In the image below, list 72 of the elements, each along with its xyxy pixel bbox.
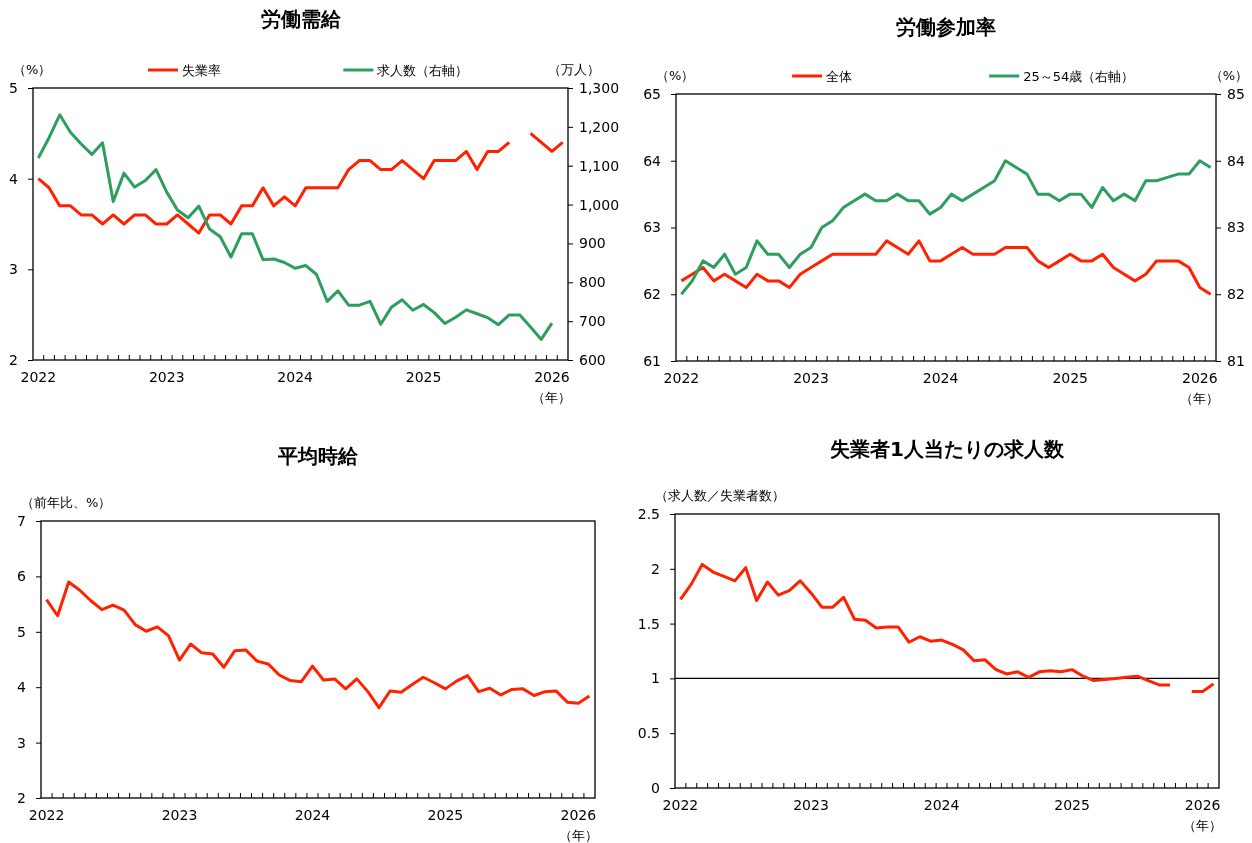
- x-tick-label: 2024: [923, 797, 960, 813]
- legend-label: 全体: [826, 69, 853, 84]
- y-tick-label: 64: [643, 152, 662, 169]
- x-axis-title: （年）: [1183, 818, 1223, 833]
- x-axis-title: （年）: [558, 828, 598, 843]
- x-tick-label: 2025: [1052, 370, 1089, 386]
- y-tick-label: 5: [9, 79, 18, 96]
- y2-tick-label: 600: [579, 351, 606, 368]
- y2-tick-label: 81: [1227, 352, 1245, 369]
- y2-tick-label: 83: [1227, 219, 1245, 236]
- legend-label: 失業率: [182, 63, 222, 78]
- x-tick-label: 2022: [662, 797, 699, 813]
- y2-tick-label: 1,300: [579, 79, 620, 96]
- x-tick-label: 2023: [793, 370, 829, 386]
- x-tick-label: 2023: [161, 807, 198, 823]
- chart-title: 労働参加率: [896, 15, 996, 39]
- x-tick-label: 2026: [1181, 370, 1218, 386]
- x-tick-label: 2024: [922, 370, 959, 386]
- y-axis-title: （前年比、%）: [21, 495, 112, 510]
- y-tick-label: 1.5: [637, 615, 660, 632]
- chart-title: 労働需給: [260, 7, 342, 31]
- y2-tick-label: 82: [1227, 286, 1245, 303]
- y-tick-label: 4: [9, 170, 19, 187]
- y-tick-label: 2.5: [637, 505, 660, 522]
- y-axis-title: （求人数／失業者数）: [655, 488, 785, 503]
- y2-axis-title: （%）: [1209, 68, 1248, 83]
- x-tick-label: 2025: [427, 807, 464, 823]
- y-tick-label: 4: [17, 679, 27, 696]
- x-tick-label: 2026: [534, 369, 570, 385]
- x-tick-label: 2025: [1054, 797, 1090, 813]
- legend-label: 求人数（右軸）: [377, 63, 469, 78]
- y-tick-label: 0.5: [637, 725, 660, 742]
- y2-tick-label: 800: [579, 274, 606, 291]
- y2-tick-label: 900: [579, 235, 606, 252]
- x-tick-label: 2022: [20, 369, 57, 385]
- x-tick-label: 2026: [560, 807, 597, 823]
- x-axis-title: （年）: [1180, 391, 1220, 406]
- y2-tick-label: 85: [1227, 85, 1245, 102]
- x-tick-label: 2025: [405, 369, 442, 385]
- x-axis-title: （年）: [532, 390, 572, 405]
- y-axis-title: （%）: [13, 62, 52, 77]
- y-axis-title: （%）: [656, 68, 695, 83]
- chart-title: 失業者1人当たりの求人数: [830, 437, 1065, 461]
- x-tick-label: 2023: [148, 369, 185, 385]
- x-tick-label: 2023: [793, 797, 829, 813]
- y-tick-label: 1: [651, 670, 660, 687]
- y-tick-label: 7: [17, 512, 26, 529]
- y-tick-label: 5: [17, 623, 26, 640]
- y-tick-label: 65: [643, 85, 661, 102]
- x-tick-label: 2024: [294, 807, 331, 823]
- y2-tick-label: 700: [579, 313, 606, 330]
- x-tick-label: 2022: [663, 370, 700, 386]
- y2-tick-label: 1,200: [579, 118, 620, 135]
- y2-tick-label: 84: [1227, 152, 1245, 169]
- y-tick-label: 3: [9, 261, 18, 278]
- x-tick-label: 2022: [28, 807, 65, 823]
- y-tick-label: 2: [17, 789, 26, 806]
- y2-axis-title: （万人）: [548, 62, 600, 77]
- y2-tick-label: 1,000: [579, 196, 620, 213]
- y-tick-label: 61: [643, 352, 661, 369]
- y-tick-label: 0: [651, 779, 660, 796]
- y-tick-label: 63: [643, 219, 661, 236]
- x-tick-label: 2024: [277, 369, 314, 385]
- x-tick-label: 2026: [1184, 797, 1221, 813]
- y-tick-label: 3: [17, 734, 26, 751]
- y-tick-label: 2: [651, 560, 660, 577]
- y2-tick-label: 1,100: [579, 157, 620, 174]
- y-tick-label: 2: [9, 351, 18, 368]
- chart-title: 平均時給: [277, 444, 359, 468]
- y-tick-label: 6: [17, 568, 27, 585]
- y-tick-label: 62: [643, 286, 661, 303]
- legend-label: 25～54歳（右軸）: [1023, 69, 1135, 84]
